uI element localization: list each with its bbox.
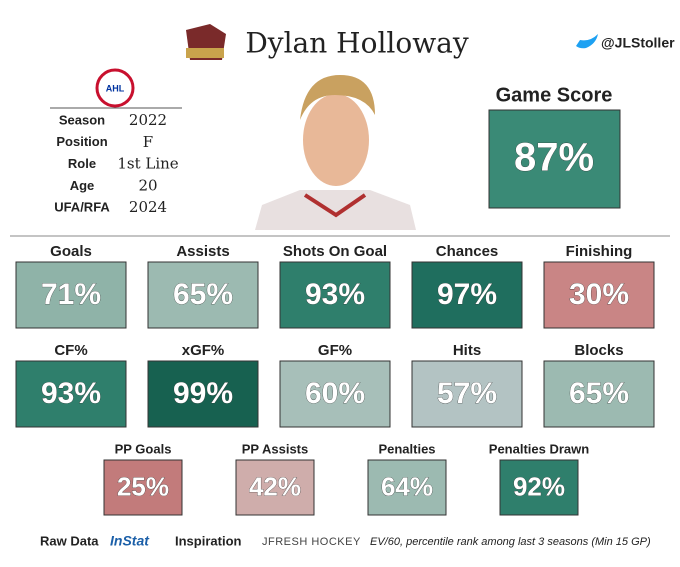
tile-label: Penalties [378, 441, 435, 456]
tile-value: 60% [305, 377, 365, 410]
info-label: Age [70, 178, 95, 193]
info-label: UFA/RFA [54, 200, 110, 215]
info-value: 2022 [129, 111, 167, 129]
twitter-handle: @JLStoller [601, 35, 675, 51]
tile-box [147, 360, 259, 428]
info-label: Role [68, 156, 96, 171]
tile-value: 25% [117, 471, 169, 501]
tile-label: Chances [436, 243, 499, 260]
tile-label: Goals [50, 243, 92, 260]
tile-label: Assists [176, 243, 229, 260]
tile-label: Penalties Drawn [489, 441, 589, 456]
tile-box [235, 459, 315, 516]
tile-value: 57% [437, 377, 497, 410]
tile-label: xGF% [182, 342, 225, 359]
tile-box [411, 261, 523, 329]
footnote: EV/60, percentile rank among last 3 seas… [370, 536, 651, 548]
tile-value: 64% [381, 471, 433, 501]
tile-value: 42% [249, 471, 301, 501]
tile-box [15, 360, 127, 428]
inspiration-label: Inspiration [175, 533, 242, 548]
tile-box [543, 261, 655, 329]
game-score-label: Game Score [496, 84, 613, 106]
tile-box [103, 459, 183, 516]
player-name: Dylan Holloway [245, 27, 469, 60]
tile-label: GF% [318, 342, 352, 359]
league-logo [95, 68, 135, 108]
tile-box [499, 459, 579, 516]
tile-label: CF% [54, 342, 87, 359]
raw-data-label: Raw Data [40, 533, 99, 548]
tile-value: 93% [41, 377, 101, 410]
info-value: 1st Line [117, 155, 178, 173]
tile-label: Finishing [566, 243, 633, 260]
info-value: 2024 [129, 198, 167, 216]
info-value: F [143, 133, 153, 151]
tile-label: Shots On Goal [283, 243, 387, 260]
tile-value: 30% [569, 278, 629, 311]
tile-box [279, 261, 391, 329]
info-label: Season [59, 112, 105, 127]
tile-value: 97% [437, 278, 497, 311]
tile-label: PP Goals [115, 441, 172, 456]
game-score-value: 87% [514, 136, 594, 180]
tile-label: Hits [453, 342, 481, 359]
source: InStat [110, 533, 150, 549]
game-score-box [488, 109, 621, 209]
info-label: Position [56, 134, 107, 149]
tile-value: 71% [41, 278, 101, 311]
tile-value: 99% [173, 377, 233, 410]
league-logo-text: AHL [106, 83, 125, 93]
player-photo [255, 75, 416, 230]
tile-box [411, 360, 523, 428]
tile-value: 92% [513, 471, 565, 501]
tile-value: 93% [305, 278, 365, 311]
tile-value: 65% [569, 377, 629, 410]
tile-box [367, 459, 447, 516]
twitter-icon [576, 34, 598, 49]
inspiration-source: JFRESH HOCKEY [262, 536, 361, 548]
tile-label: PP Assists [242, 441, 309, 456]
tile-value: 65% [173, 278, 233, 311]
tile-box [279, 360, 391, 428]
tile-box [147, 261, 259, 329]
tile-label: Blocks [574, 342, 623, 359]
info-value: 20 [138, 176, 157, 194]
team-logo [186, 24, 226, 60]
tile-box [543, 360, 655, 428]
tile-box [15, 261, 127, 329]
